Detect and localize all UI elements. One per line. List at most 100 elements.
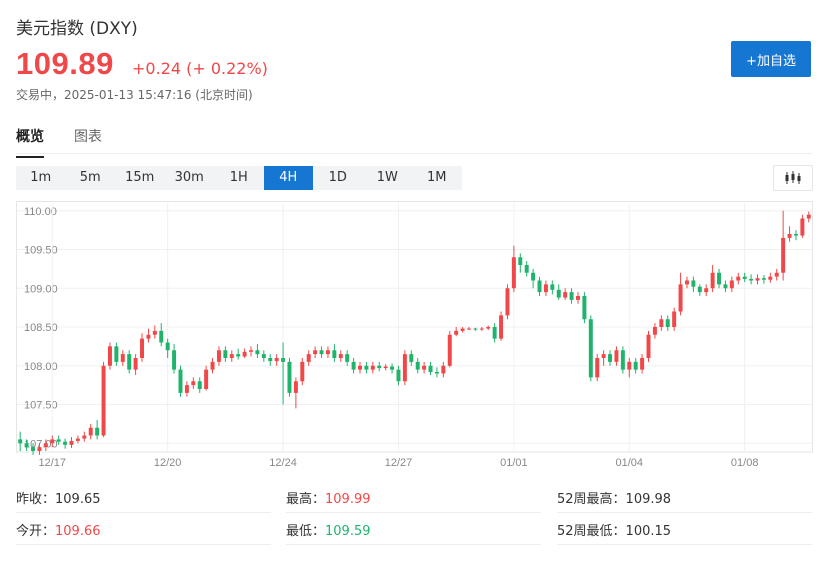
divider [557,544,812,545]
candle-body [473,328,478,330]
tab-chart[interactable]: 图表 [74,129,102,145]
period-1d[interactable]: 1D [328,170,347,185]
candle-body [755,278,760,281]
candle-body [627,361,632,370]
candle-body [768,276,773,280]
candle-body [518,257,523,265]
period-1mo[interactable]: 1M [427,170,447,185]
candle-body [787,234,792,238]
candle-body [364,365,369,370]
period-1w[interactable]: 1W [376,170,398,185]
candle-body [454,330,459,335]
prev-close-value: 109.65 [55,492,101,507]
candle-body [223,350,228,358]
candlestick-icon [785,171,801,184]
candle-body [800,218,805,236]
candle-body [505,288,510,316]
candle-body [332,350,337,358]
period-15m[interactable]: 15m [125,170,155,185]
candle-body [742,276,747,279]
stat-52w-high: 52周最高：109.98 [557,492,672,507]
candle-body [172,350,177,370]
candle-body [537,280,542,293]
candle-body [216,350,221,362]
stat-high: 最高：109.99 [286,492,371,507]
candle-body [614,350,619,362]
open-value: 109.66 [55,524,101,539]
candle-body [152,330,157,335]
candle-body [95,427,100,436]
x-tick-label: 12/20 [154,457,182,469]
x-tick-label: 12/27 [385,457,413,469]
candle-body [24,443,29,448]
period-1h[interactable]: 1H [229,170,248,185]
52w-low-value: 100.15 [625,524,672,539]
divider [557,512,812,513]
candle-body [620,350,625,370]
candle-body [524,265,529,273]
candle-body [306,354,311,362]
tab-overview[interactable]: 概览 [16,126,44,158]
candle-body [242,351,247,357]
candle-body [140,338,145,358]
candle-body [531,272,536,281]
candle-body [569,292,574,300]
candle-body [774,272,779,277]
candlestick-toggle-button[interactable] [773,165,813,191]
candle-body [197,381,202,389]
candle-body [723,284,728,289]
candle-body [678,284,683,312]
divider [16,512,271,513]
candle-body [511,257,516,289]
price-chart[interactable]: 110.00109.50109.00108.50108.00107.50107.… [16,201,813,474]
candle-body [447,334,452,366]
candle-body [806,214,811,219]
candle-body [204,369,209,389]
candle-body [274,358,279,362]
period-5m[interactable]: 5m [79,170,101,185]
candle-body [409,354,414,362]
candle-body [287,361,292,393]
candle-body [75,438,80,441]
candle-body [236,354,241,357]
candle-body [550,284,555,290]
candle-body [268,358,273,362]
candle-body [684,280,689,285]
divider [16,544,271,545]
tab-bar: 概览 图表 [16,126,102,158]
add-watchlist-button[interactable]: +加自选 [731,41,811,77]
current-price: 109.89 [16,46,114,81]
candle-body [582,296,587,320]
candle-body [646,334,651,358]
candle-body [588,319,593,378]
candle-body [18,439,23,444]
candle-body [345,354,350,362]
divider [286,544,541,545]
candle-body [499,315,504,339]
tab-divider [16,153,812,154]
period-1m[interactable]: 1m [30,170,52,185]
candle-body [50,439,55,444]
candle-body [43,443,48,448]
candle-body [492,327,497,339]
candle-body [229,354,234,358]
period-4h[interactable]: 4H [263,166,313,190]
candle-body [460,328,465,331]
period-30m[interactable]: 30m [174,170,204,185]
candle-body [652,327,657,335]
candle-body [313,350,318,355]
candle-body [402,354,407,382]
candle-body [659,319,664,327]
candle-body [88,427,93,436]
stat-open: 今开：109.66 [16,524,101,539]
divider [286,512,541,513]
candle-body [543,284,548,293]
y-tick-label: 109.00 [24,283,58,295]
stat-low: 最低：109.59 [286,524,371,539]
candle-body [210,361,215,370]
candle-body [556,289,561,298]
y-tick-label: 108.50 [24,322,58,334]
candle-body [319,350,324,355]
candle-body [415,361,420,370]
candle-body [717,272,722,285]
